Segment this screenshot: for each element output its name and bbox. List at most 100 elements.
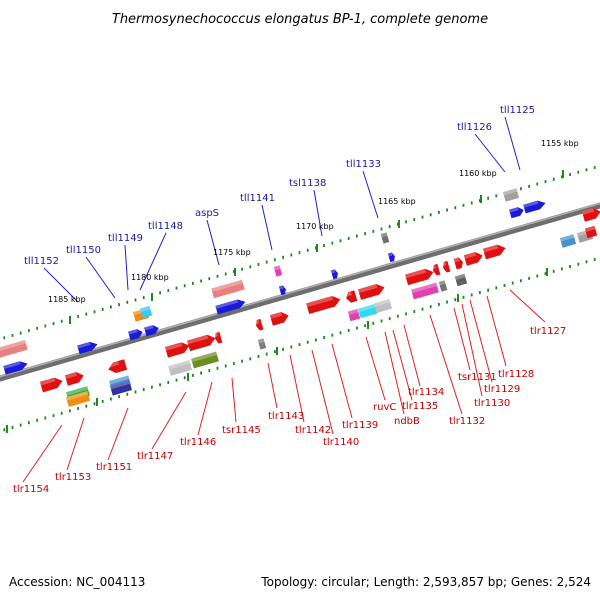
- major-scale-tick: [69, 316, 71, 324]
- forward-gene: [215, 299, 246, 315]
- reverse-gene: [213, 331, 223, 344]
- scale-tick: [159, 383, 161, 387]
- gene-label-tll1152: tll1152: [24, 256, 59, 267]
- gene-label-tlr1147: tlr1147: [137, 451, 173, 462]
- scale-tick: [28, 421, 30, 425]
- scale-tick: [585, 260, 588, 264]
- scale-tick: [274, 350, 276, 354]
- gene-label-tsl1138: tsl1138: [289, 178, 326, 189]
- scale-tick: [44, 324, 47, 328]
- scale-tick: [380, 227, 383, 231]
- feature-block: [139, 305, 153, 319]
- scale-tick: [306, 248, 309, 252]
- forward-leader-line: [362, 170, 379, 219]
- reverse-gene: [581, 207, 600, 222]
- scale-tick: [192, 281, 194, 285]
- scale-tick: [413, 310, 416, 314]
- scale-tick: [233, 362, 235, 366]
- scale-tick: [364, 232, 366, 236]
- forward-gene: [387, 252, 395, 263]
- scale-tick: [593, 257, 596, 261]
- gene-label-tll1133: tll1133: [346, 159, 381, 170]
- gene-label-tlr1154: tlr1154: [13, 484, 49, 495]
- scale-tick: [372, 229, 375, 233]
- reverse-gene: [64, 371, 84, 386]
- scale-tick: [511, 281, 514, 285]
- reverse-gene: [254, 318, 264, 331]
- label-leader-lines: [22, 116, 546, 483]
- scale-tick: [577, 262, 580, 266]
- forward-leader-line: [474, 133, 506, 173]
- scale-tick: [528, 184, 530, 188]
- scale-tick: [495, 286, 498, 290]
- reverse-leader-line: [151, 391, 187, 450]
- reverse-leader-line: [461, 303, 483, 397]
- major-scale-tick: [151, 293, 153, 301]
- scale-tick: [216, 366, 219, 370]
- scale-tick: [462, 295, 465, 299]
- scale-tick: [347, 328, 350, 332]
- forward-leader-line: [313, 189, 323, 237]
- scale-tick: [118, 395, 120, 399]
- scale-tick: [200, 279, 202, 283]
- scale-tick: [552, 177, 555, 181]
- scale-tick: [36, 326, 38, 330]
- gene-label-tlr1127: tlr1127: [530, 326, 566, 337]
- scale-tick: [3, 428, 6, 432]
- scale-tick: [356, 234, 358, 238]
- scale-tick: [175, 286, 178, 290]
- gene-label-tll1141: tll1141: [240, 193, 275, 204]
- feature-block: [347, 308, 361, 322]
- scale-tick: [19, 331, 22, 335]
- gene-label-tll1148: tll1148: [148, 221, 183, 232]
- major-scale-tick: [367, 321, 369, 329]
- scale-tick: [298, 251, 301, 255]
- scale-tick: [126, 300, 129, 304]
- reverse-leader-line: [453, 307, 471, 371]
- scale-tick: [126, 392, 129, 396]
- scale-tick: [52, 322, 55, 326]
- gene-label-tlr1151: tlr1151: [96, 462, 132, 473]
- scale-tick: [167, 380, 170, 384]
- reverse-leader-line: [231, 377, 237, 423]
- scale-tick: [151, 385, 153, 389]
- accession-text: Accession: NC_004113: [9, 575, 145, 589]
- scale-tick: [487, 196, 489, 200]
- gene-label-ndbB: ndbB: [394, 416, 420, 427]
- reverse-gene: [482, 244, 506, 260]
- scale-tick: [298, 343, 301, 347]
- gene-label-tlr1134: tlr1134: [408, 387, 444, 398]
- feature-block: [380, 232, 390, 244]
- scale-tick: [290, 253, 293, 257]
- scale-tick: [577, 170, 580, 174]
- major-scale-tick: [234, 268, 236, 276]
- scale-tick: [421, 307, 424, 311]
- scale-tick: [69, 409, 71, 413]
- scale-label-1155: 1155 kbp: [541, 139, 579, 148]
- scale-tick: [585, 168, 588, 172]
- reverse-gene: [344, 290, 358, 303]
- scale-tick: [544, 272, 547, 276]
- gene-label-tlr1130: tlr1130: [474, 398, 510, 409]
- scale-tick: [200, 371, 202, 375]
- gene-label-tlr1139: tlr1139: [342, 420, 378, 431]
- scale-tick: [19, 423, 22, 427]
- major-scale-tick: [96, 398, 98, 406]
- scale-label-1185: 1185 kbp: [48, 295, 86, 304]
- scale-tick: [520, 187, 522, 191]
- reverse-leader-line: [311, 349, 334, 435]
- reverse-leader-line: [365, 336, 386, 401]
- scale-ticks: [3, 165, 596, 433]
- scale-tick: [397, 314, 399, 318]
- gene-label-tll1126: tll1126: [457, 122, 492, 133]
- scale-tick: [536, 182, 539, 186]
- feature-block: [257, 338, 267, 350]
- major-scale-tick: [457, 294, 459, 302]
- gene-label-tlr1140: tlr1140: [323, 437, 359, 448]
- scale-tick: [224, 364, 227, 368]
- scale-tick: [429, 213, 432, 217]
- scale-tick: [36, 418, 38, 422]
- gene-label-tlr1153: tlr1153: [55, 472, 91, 483]
- major-scale-tick: [546, 268, 548, 276]
